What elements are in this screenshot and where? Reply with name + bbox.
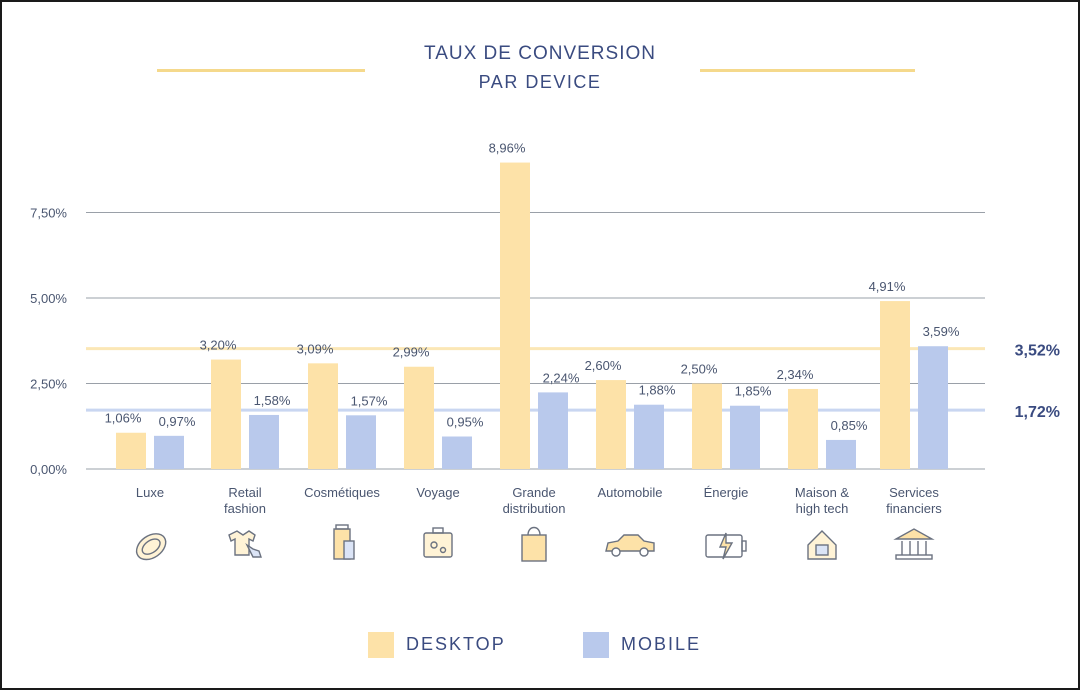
tube [343, 540, 355, 560]
y-tick-label: 7,50% [30, 206, 67, 221]
bar-desktop [404, 366, 434, 469]
bar-desktop [116, 432, 146, 469]
bank-icon [893, 528, 935, 560]
cosmetics-icon [333, 524, 355, 560]
handle [432, 527, 444, 534]
average-label-desktop: 3,52% [1015, 343, 1060, 360]
car-icon [605, 534, 655, 557]
data-label-mobile: 0,95% [447, 415, 484, 430]
wheel [611, 547, 621, 557]
data-label-desktop: 4,91% [869, 279, 906, 294]
car-body [605, 534, 655, 552]
data-label-desktop: 2,50% [681, 362, 718, 377]
clothing-icon [228, 530, 262, 558]
wheel [639, 547, 649, 557]
battery-icon [705, 532, 747, 560]
data-label-mobile: 2,24% [543, 370, 580, 385]
data-label-desktop: 8,96% [489, 141, 526, 156]
shopping-bag-icon [521, 526, 547, 562]
screen [815, 544, 829, 556]
category-label: Cosmétiques [304, 485, 380, 500]
legend-label-mobile: MOBILE [621, 634, 702, 654]
ring-icon [135, 533, 167, 561]
suitcase-icon [423, 527, 453, 558]
legend-label-desktop: DESKTOP [406, 634, 506, 654]
y-tick-label: 0,00% [30, 462, 67, 477]
bar-desktop [500, 162, 530, 469]
bar-mobile [249, 414, 279, 469]
chart-subtitle: PAR DEVICE [478, 72, 602, 92]
title-decoration-right [700, 69, 915, 72]
data-label-desktop: 2,60% [585, 358, 622, 373]
category-label: fashion [224, 501, 266, 516]
bar-desktop [692, 383, 722, 469]
category-label: Grande [512, 485, 555, 500]
bar-mobile [826, 439, 856, 469]
bar-mobile [442, 436, 472, 469]
category-label: Services [889, 485, 939, 500]
data-label-mobile: 3,59% [923, 324, 960, 339]
y-tick-label: 5,00% [30, 291, 67, 306]
house-icon [807, 530, 837, 560]
shoe [245, 542, 262, 558]
bar-mobile [634, 404, 664, 469]
battery-tip [741, 540, 747, 552]
data-label-mobile: 1,58% [254, 393, 291, 408]
legend-swatch-desktop [368, 632, 394, 658]
data-label-desktop: 3,20% [200, 338, 237, 353]
legend-swatch-mobile [583, 632, 609, 658]
category-label: distribution [503, 501, 566, 516]
category-label: financiers [886, 501, 942, 516]
base [895, 554, 933, 560]
bar-desktop [308, 363, 338, 469]
bag-handle [527, 526, 541, 536]
bar-desktop [880, 301, 910, 469]
data-label-mobile: 1,85% [735, 384, 772, 399]
category-label: Énergie [704, 485, 749, 500]
y-tick-label: 2,50% [30, 377, 67, 392]
chart-title: TAUX DE CONVERSION [424, 43, 656, 64]
data-label-mobile: 0,97% [159, 414, 196, 429]
data-label-mobile: 1,88% [639, 383, 676, 398]
cap [335, 524, 349, 530]
case [423, 532, 453, 558]
data-label-desktop: 2,34% [777, 367, 814, 382]
bar-mobile [730, 405, 760, 469]
bolt [718, 532, 734, 560]
ring-inner [141, 538, 161, 555]
bag [521, 534, 547, 562]
roof [893, 528, 935, 540]
bar-desktop [211, 359, 241, 469]
sticker [439, 546, 447, 554]
title-decoration-left [157, 69, 365, 72]
bar-mobile [346, 415, 376, 469]
category-label: Maison & [795, 485, 850, 500]
data-label-desktop: 2,99% [393, 345, 430, 360]
category-label: Voyage [416, 485, 459, 500]
average-label-mobile: 1,72% [1015, 404, 1060, 421]
category-label: Automobile [597, 485, 662, 500]
bar-mobile [154, 435, 184, 469]
bar-desktop [788, 388, 818, 469]
ring-outer [135, 533, 167, 561]
data-label-mobile: 0,85% [831, 418, 868, 433]
bar-desktop [596, 380, 626, 469]
bar-mobile [538, 392, 568, 469]
sticker [430, 541, 438, 549]
category-label: high tech [796, 501, 849, 516]
bar-mobile [918, 346, 948, 469]
data-label-desktop: 3,09% [297, 341, 334, 356]
data-label-mobile: 1,57% [351, 393, 388, 408]
category-label: Luxe [136, 485, 164, 500]
category-label: Retail [228, 485, 261, 500]
data-label-desktop: 1,06% [105, 411, 142, 426]
